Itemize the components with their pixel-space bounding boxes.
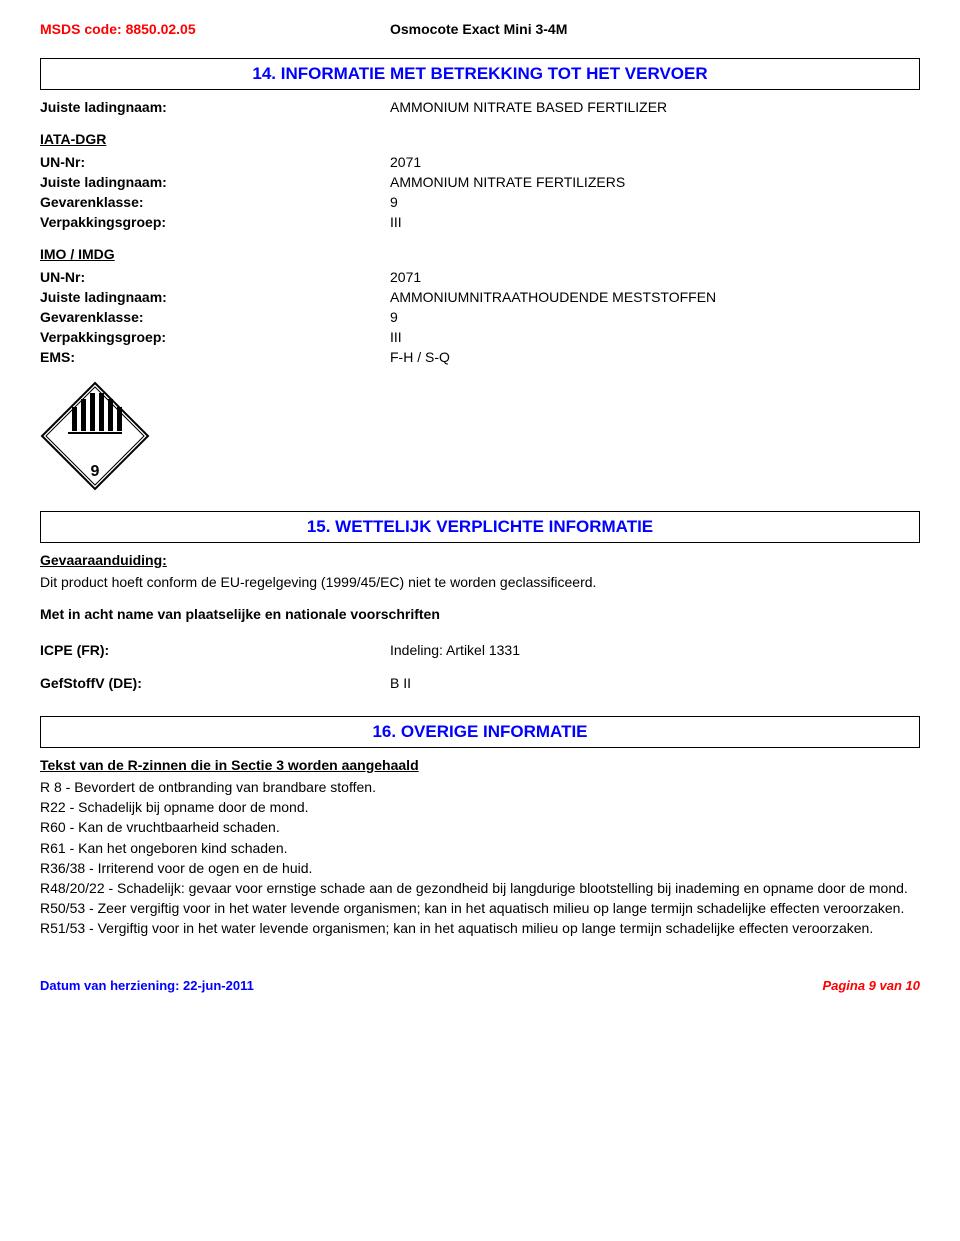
section-15-box: 15. WETTELIJK VERPLICHTE INFORMATIE: [40, 511, 920, 543]
icpe-row: ICPE (FR): Indeling: Artikel 1331: [40, 641, 920, 659]
iata-ladingnaam-label: Juiste ladingnaam:: [40, 173, 390, 191]
r60-text: R60 - Kan de vruchtbaarheid schaden.: [40, 818, 920, 836]
revision-date: Datum van herziening: 22-jun-2011: [40, 978, 254, 995]
r5153-text: R51/53 - Vergiftig voor in het water lev…: [40, 919, 920, 937]
r22-text: R22 - Schadelijk bij opname door de mond…: [40, 798, 920, 816]
page-footer: Datum van herziening: 22-jun-2011 Pagina…: [40, 978, 920, 995]
imdg-ladingnaam-label: Juiste ladingnaam:: [40, 288, 390, 306]
document-header: MSDS code: 8850.02.05 Osmocote Exact Min…: [40, 20, 920, 38]
imdg-verpakking-label: Verpakkingsgroep:: [40, 328, 390, 346]
iata-gevarenklasse-label: Gevarenklasse:: [40, 193, 390, 211]
r482022-text: R48/20/22 - Schadelijk: gevaar voor erns…: [40, 879, 920, 897]
icpe-label: ICPE (FR):: [40, 641, 390, 659]
section-14-title: 14. INFORMATIE MET BETREKKING TOT HET VE…: [252, 64, 707, 83]
iata-unnr-row: UN-Nr: 2071: [40, 153, 920, 171]
iata-heading: IATA-DGR: [40, 130, 920, 148]
r3638-text: R36/38 - Irriterend voor de ogen en de h…: [40, 859, 920, 877]
iata-unnr-label: UN-Nr:: [40, 153, 390, 171]
product-name: Osmocote Exact Mini 3-4M: [390, 20, 567, 38]
iata-verpakking-row: Verpakkingsgroep: III: [40, 213, 920, 231]
hazard-number: 9: [91, 463, 100, 480]
iata-unnr-value: 2071: [390, 153, 920, 171]
r8-text: R 8 - Bevordert de ontbranding van brand…: [40, 778, 920, 796]
section-15-title: 15. WETTELIJK VERPLICHTE INFORMATIE: [307, 517, 653, 536]
imdg-unnr-label: UN-Nr:: [40, 268, 390, 286]
imdg-heading: IMO / IMDG: [40, 245, 920, 263]
s14-ladingnaam-value: AMMONIUM NITRATE BASED FERTILIZER: [390, 98, 920, 116]
r5053-text: R50/53 - Zeer vergiftig voor in het wate…: [40, 899, 920, 917]
imdg-ladingnaam-row: Juiste ladingnaam: AMMONIUMNITRAATHOUDEN…: [40, 288, 920, 306]
hazard-class-9-icon: 9: [40, 381, 920, 495]
imdg-ems-row: EMS: F-H / S-Q: [40, 348, 920, 366]
section-16-box: 16. OVERIGE INFORMATIE: [40, 716, 920, 748]
imdg-ems-label: EMS:: [40, 348, 390, 366]
voorschriften-text: Met in acht name van plaatselijke en nat…: [40, 605, 920, 623]
gefstoff-label: GefStoffV (DE):: [40, 674, 390, 692]
r61-text: R61 - Kan het ongeboren kind schaden.: [40, 839, 920, 857]
imdg-gevarenklasse-label: Gevarenklasse:: [40, 308, 390, 326]
s14-ladingnaam-label: Juiste ladingnaam:: [40, 98, 390, 116]
imdg-verpakking-value: III: [390, 328, 920, 346]
section-14-box: 14. INFORMATIE MET BETREKKING TOT HET VE…: [40, 58, 920, 90]
imdg-gevarenklasse-row: Gevarenklasse: 9: [40, 308, 920, 326]
s14-ladingnaam-row: Juiste ladingnaam: AMMONIUM NITRATE BASE…: [40, 98, 920, 116]
iata-verpakking-value: III: [390, 213, 920, 231]
iata-verpakking-label: Verpakkingsgroep:: [40, 213, 390, 231]
imdg-gevarenklasse-value: 9: [390, 308, 920, 326]
rzinnen-heading: Tekst van de R-zinnen die in Sectie 3 wo…: [40, 756, 920, 774]
iata-ladingnaam-row: Juiste ladingnaam: AMMONIUM NITRATE FERT…: [40, 173, 920, 191]
imdg-unnr-row: UN-Nr: 2071: [40, 268, 920, 286]
imdg-verpakking-row: Verpakkingsgroep: III: [40, 328, 920, 346]
icpe-value: Indeling: Artikel 1331: [390, 641, 920, 659]
section-16-title: 16. OVERIGE INFORMATIE: [372, 722, 587, 741]
iata-gevarenklasse-value: 9: [390, 193, 920, 211]
imdg-unnr-value: 2071: [390, 268, 920, 286]
iata-ladingnaam-value: AMMONIUM NITRATE FERTILIZERS: [390, 173, 920, 191]
imdg-ladingnaam-value: AMMONIUMNITRAATHOUDENDE MESTSTOFFEN: [390, 288, 920, 306]
gefstoff-value: B II: [390, 674, 920, 692]
page-number: Pagina 9 van 10: [822, 978, 920, 995]
imdg-ems-value: F-H / S-Q: [390, 348, 920, 366]
gevaaraanduiding-text: Dit product hoeft conform de EU-regelgev…: [40, 573, 920, 591]
iata-gevarenklasse-row: Gevarenklasse: 9: [40, 193, 920, 211]
msds-code: MSDS code: 8850.02.05: [40, 20, 390, 38]
gevaaraanduiding-heading: Gevaaraanduiding:: [40, 551, 920, 569]
gefstoff-row: GefStoffV (DE): B II: [40, 674, 920, 692]
